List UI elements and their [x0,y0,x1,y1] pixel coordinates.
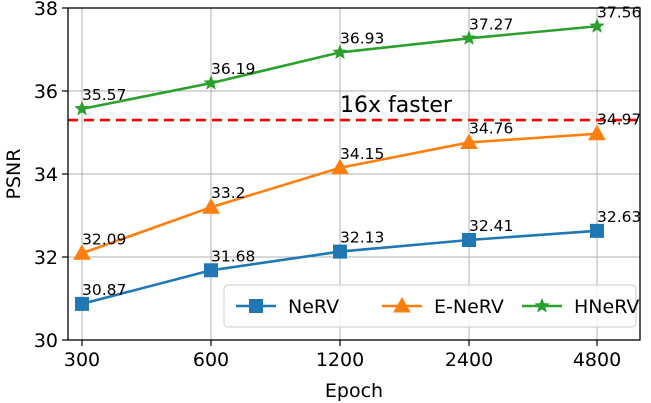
legend-marker-hnerv [534,297,550,313]
legend-label-nerv: NeRV [288,296,339,318]
data-label-e-nerv: 34.15 [340,145,384,163]
legend-label-e-nerv: E-NeRV [434,296,504,318]
data-point-hnerv [203,74,219,90]
y-tick-label: 38 [34,0,58,20]
data-label-hnerv: 37.27 [469,15,513,33]
legend-label-hnerv: HNeRV [574,296,639,318]
data-point-e-nerv [460,133,478,149]
legend: NeRV E-NeRV HNeRV [223,284,639,328]
data-label-nerv: 31.68 [211,247,255,265]
data-label-hnerv: 36.19 [211,60,255,78]
data-point-e-nerv [73,244,91,260]
x-tick-label: 300 [64,349,100,371]
data-point-e-nerv [588,124,606,141]
data-point-hnerv [461,30,477,45]
data-label-hnerv: 35.57 [82,86,126,104]
y-tick-label: 36 [34,81,58,103]
annotation-16x-faster: 16x faster [340,93,453,118]
data-label-e-nerv: 33.2 [211,184,246,202]
y-tick-label: 32 [34,247,58,269]
x-tick-label: 600 [193,349,229,371]
data-label-e-nerv: 34.97 [597,111,641,129]
data-point-nerv [590,223,604,238]
y-tick-label: 34 [34,164,58,186]
y-axis-label: PSNR [3,149,25,200]
data-point-nerv [333,244,347,259]
data-point-e-nerv [331,158,349,175]
x-tick-label: 1200 [316,349,364,371]
legend-box [223,284,637,328]
data-point-hnerv [589,18,605,33]
data-label-e-nerv: 34.76 [469,119,513,137]
annotations-group: 16x faster [340,93,453,118]
data-point-e-nerv [202,198,220,214]
y-tick-label: 30 [34,330,58,352]
data-label-nerv: 32.63 [597,208,641,226]
legend-marker-nerv [249,299,263,313]
x-axis-label: Epoch [325,380,383,402]
data-labels-group: 30.87 31.68 32.13 32.41 32.63 32.09 33.2 34.15 3… [82,3,641,299]
data-point-nerv [75,296,89,311]
x-tick-label: 4800 [573,349,621,371]
data-point-hnerv [332,44,348,60]
data-label-hnerv: 37.56 [597,3,641,21]
data-label-nerv: 30.87 [82,281,126,299]
data-label-e-nerv: 32.09 [82,230,126,248]
x-tick-label: 2400 [445,349,493,371]
data-label-nerv: 32.41 [469,217,513,235]
data-point-nerv [462,232,476,247]
data-label-nerv: 32.13 [340,229,384,247]
data-label-hnerv: 36.93 [340,29,384,47]
axis-ticks-group: 300 600 1200 2400 4800 30 32 34 36 38 [34,0,621,371]
data-point-nerv [204,263,218,278]
series-group [73,18,606,311]
legend-marker-e-nerv [393,296,411,313]
data-point-hnerv [74,100,90,116]
